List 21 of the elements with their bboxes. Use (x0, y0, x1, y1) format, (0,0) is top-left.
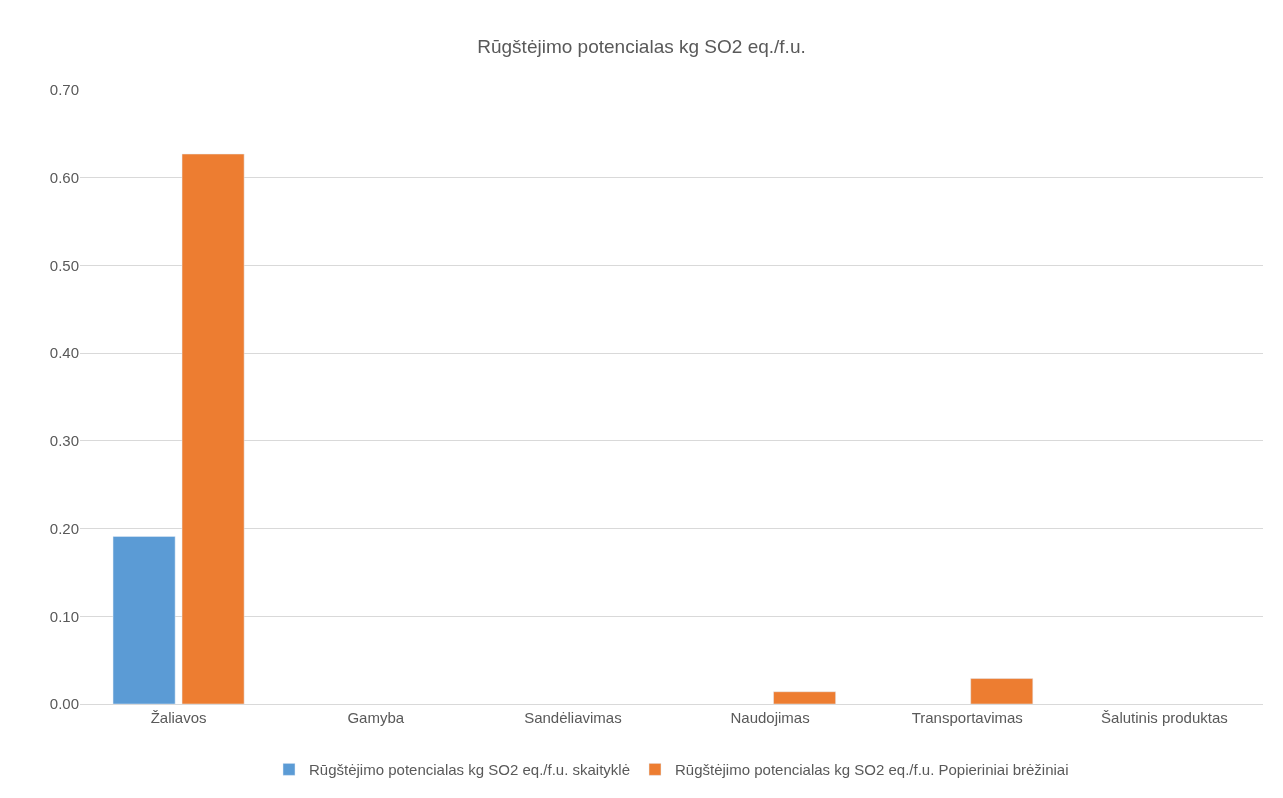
legend-label: Rūgštėjimo potencialas kg SO2 eq./f.u. skaityklė (309, 761, 630, 779)
y-tick-label: 0.50 (49, 256, 79, 274)
x-tick-label: Transportavimas (911, 709, 1023, 726)
bar (773, 691, 836, 704)
legend-label: Rūgštėjimo potencialas kg SO2 eq./f.u. Popieriniai brėžiniai (675, 761, 1069, 779)
x-tick-label: Šalutinis produktas (1101, 709, 1228, 726)
y-tick-label: 0.10 (49, 607, 79, 625)
y-tick-label: 0.20 (49, 519, 79, 537)
bar (970, 678, 1034, 704)
x-tick-label: Gamyba (347, 709, 405, 726)
x-tick-label: Naudojimas (730, 709, 810, 726)
y-tick-label: 0.70 (49, 81, 79, 99)
bar (181, 153, 245, 704)
y-tick-label: 0.40 (49, 344, 79, 362)
x-tick-label: Žaliavos (150, 709, 207, 726)
x-tick-label: Sandėliavimas (524, 709, 622, 726)
y-tick-label: 0.60 (49, 168, 79, 186)
chart-title: Rūgštėjimo potencialas kg SO2 eq./f.u. (477, 36, 806, 58)
bar (112, 536, 176, 704)
y-tick-label: 0.00 (49, 695, 79, 713)
y-tick-label: 0.30 (49, 432, 79, 450)
